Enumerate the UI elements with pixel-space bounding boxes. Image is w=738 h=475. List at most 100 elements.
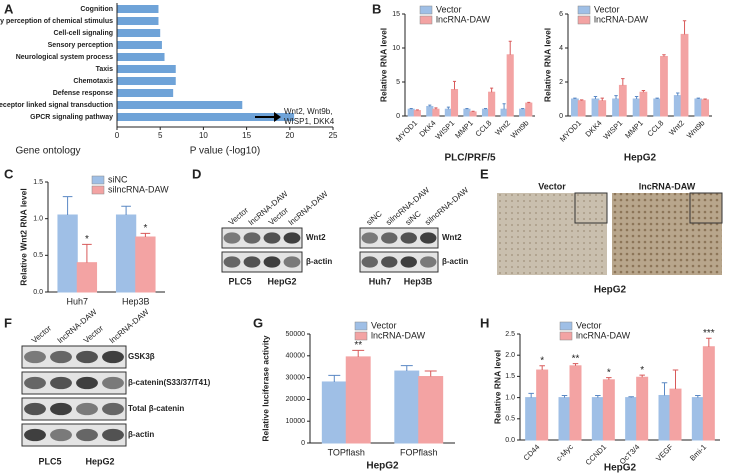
blot-band [76,428,98,442]
error-bar [121,205,131,215]
bar [632,98,641,117]
bar [658,394,671,441]
error-bar [527,101,531,104]
legend-swatch [577,5,591,15]
x-axis-title: P value (-log10) [190,146,260,157]
error-bar [352,349,365,357]
bar [117,113,295,121]
image-title: Vector [538,181,566,191]
blot-frame [359,227,439,249]
x-tick-label: WISP1 [601,118,624,141]
y-tick-label: 10 [392,45,400,52]
arrow-head [274,112,281,122]
bar [117,65,176,73]
lane-label: lncRNA-DAW [287,189,330,227]
bar [669,388,682,441]
significance: ** [572,353,580,364]
blot-band [223,256,241,268]
significance: ** [354,340,362,351]
row-label: β-actin [306,257,332,266]
panel-label: A [4,1,14,16]
legend-swatch [577,15,591,25]
y-tick-label: 0 [396,113,400,120]
bar [463,108,471,117]
bar [135,236,156,293]
bar [506,54,514,117]
y-axis-title: Relative Wnt2 RNA level [18,188,28,285]
significance: * [607,367,611,378]
bar [117,77,176,85]
x-tick-label: Bmi-1 [688,442,708,462]
x-tick-label: 15 [242,131,251,140]
y-tick-label: 0 [301,440,305,447]
error-bar [572,363,579,366]
panel-label: H [480,315,489,330]
error-bar [452,80,457,90]
blot-frame [21,345,127,369]
x-tick-label: Hep3B [122,296,150,306]
category-label: Sensory perception of chemical stimulus [0,18,113,25]
blot-band [50,428,72,442]
category-label: GPCR signaling pathway [30,114,113,121]
legend-swatch [91,185,105,195]
y-axis-title: Relative RNA level [378,28,388,102]
x-tick-label: MYOD1 [394,118,419,143]
lane-label: Vector [227,205,250,227]
blot-frame [21,371,127,395]
lane-label: lncRNA-DAW [108,307,151,345]
error-bar [409,108,413,110]
bar [117,17,159,25]
bar [426,105,434,117]
blot-band [400,232,417,244]
bar [602,379,615,441]
error-bar [471,110,475,112]
error-bar [621,78,625,86]
lane-label: Vector [30,323,53,345]
blot-band [361,232,378,244]
x-tick-label: 5 [158,131,163,140]
legend-swatch [559,321,573,331]
legend-swatch [91,175,105,185]
row-label: β-actin [128,430,154,439]
group-label: PLC5 [38,456,61,466]
error-bar [415,109,419,111]
error-bar [661,382,668,396]
bar [117,53,165,61]
bar [591,98,600,117]
bar [117,29,161,37]
blot-band [102,428,124,442]
category-label: Defense response [53,90,113,97]
row-label: β-catenin(S33/37/T41) [128,378,211,387]
blot-band [400,256,417,268]
x-tick-label: Wnt9b [509,118,531,140]
bar [407,108,415,117]
error-bar [434,107,438,110]
group-label: PLC5 [228,276,251,286]
error-bar [703,98,707,100]
row-label: Total β-catenin [128,404,184,413]
inset [574,192,608,224]
x-axis-title: HepG2 [604,463,637,474]
row-label: GSK3β [128,352,155,361]
y-tick-label: 0.5 [505,416,515,423]
blot-frame [21,423,127,447]
x-tick-label: MMP1 [453,118,475,140]
error-bar [628,396,634,398]
error-bar [62,196,73,215]
y-tick-label: 0 [559,113,563,120]
row-label: β-actin [442,257,468,266]
bar [519,108,527,117]
legend-label: lncRNA-DAW [371,330,426,340]
blot-band [263,256,281,268]
legend-label: lncRNA-DAW [436,14,491,24]
panel-label: E [480,166,489,181]
y-tick-label: 6 [559,11,563,18]
bar [117,101,243,109]
bar [450,88,459,117]
x-tick-label: 0 [115,131,120,140]
error-bar [614,95,618,99]
bar [432,108,440,117]
bar [345,356,371,444]
x-tick-label: Huh7 [66,296,88,306]
bar [469,111,477,117]
